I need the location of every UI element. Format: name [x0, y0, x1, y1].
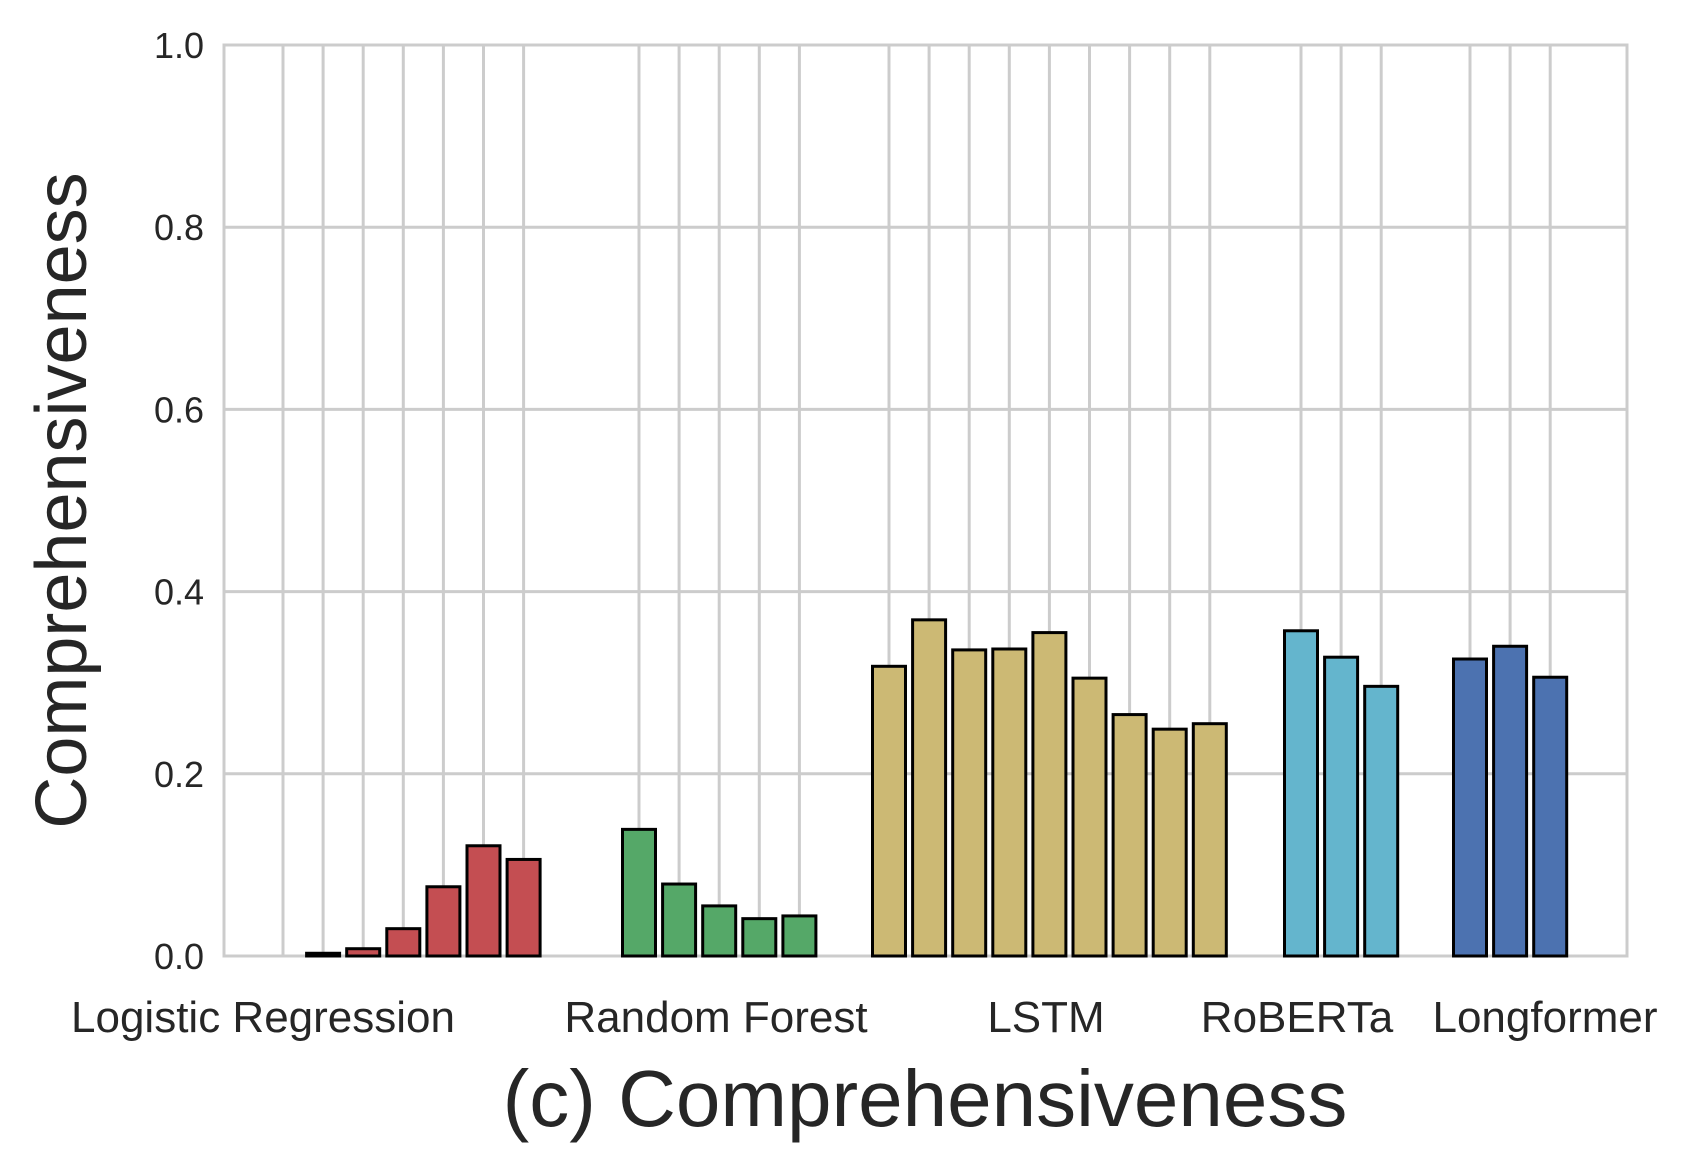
y-tick-label: 0.0	[154, 936, 204, 977]
bar-roberta	[1363, 684, 1400, 958]
bar-lstm	[1151, 727, 1188, 958]
bar-random-forest	[701, 904, 738, 958]
bar-random-forest	[661, 882, 698, 958]
bar-logistic-regression	[465, 844, 502, 958]
bar-lstm	[1111, 713, 1148, 958]
group-label-logistic-regression: Logistic Regression	[71, 993, 455, 1042]
bar-lstm	[1071, 676, 1108, 958]
bar-lstm	[1031, 631, 1068, 958]
bar-roberta	[1283, 629, 1319, 958]
y-tick-labels: 0.0 0.2 0.4 0.6 0.8 1.0	[154, 25, 204, 977]
bars	[305, 618, 1569, 958]
bar-roberta	[1323, 655, 1360, 958]
bar-lstm	[991, 647, 1028, 958]
bar-logistic-regression	[345, 947, 382, 958]
y-tick-label: 0.8	[154, 207, 204, 248]
x-axis-label: (c) Comprehensiveness	[503, 1054, 1348, 1143]
y-tick-label: 1.0	[154, 25, 204, 66]
group-label-longformer: Longformer	[1432, 993, 1657, 1042]
group-label-roberta: RoBERTa	[1201, 993, 1394, 1042]
bar-lstm	[951, 648, 988, 958]
group-labels: Logistic Regression Random Forest LSTM RoBE…	[71, 993, 1657, 1042]
bar-longformer	[1452, 657, 1488, 958]
y-tick-label: 0.2	[154, 754, 204, 795]
bar-longformer	[1492, 644, 1529, 958]
bar-lstm	[1191, 722, 1228, 958]
bar-longformer	[1532, 675, 1569, 958]
y-tick-label: 0.4	[154, 572, 204, 613]
bar-logistic-regression	[385, 927, 422, 958]
bar-random-forest	[781, 914, 818, 958]
group-label-lstm: LSTM	[987, 993, 1104, 1042]
y-axis-label: Comprehensiveness	[22, 172, 102, 828]
bar-lstm	[911, 618, 948, 958]
bar-random-forest	[621, 827, 657, 958]
bar-random-forest	[741, 917, 778, 958]
y-tick-label: 0.6	[154, 389, 204, 430]
bar-logistic-regression	[505, 857, 542, 958]
bar-lstm	[871, 664, 907, 958]
bar-logistic-regression	[305, 951, 342, 958]
bar-logistic-regression	[425, 885, 462, 958]
group-label-random-forest: Random Forest	[564, 993, 867, 1042]
